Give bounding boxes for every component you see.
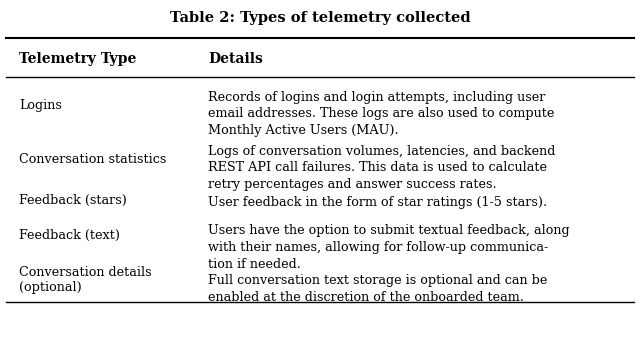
Text: Telemetry Type: Telemetry Type [19,52,136,66]
Text: Table 2: Types of telemetry collected: Table 2: Types of telemetry collected [170,11,470,25]
Text: Details: Details [208,52,263,66]
Text: Logs of conversation volumes, latencies, and backend
REST API call failures. Thi: Logs of conversation volumes, latencies,… [208,144,556,191]
Text: User feedback in the form of star ratings (1-5 stars).: User feedback in the form of star rating… [208,196,547,209]
Text: Full conversation text storage is optional and can be
enabled at the discretion : Full conversation text storage is option… [208,274,547,304]
Text: Logins: Logins [19,99,62,112]
Text: Records of logins and login attempts, including user
email addresses. These logs: Records of logins and login attempts, in… [208,90,554,137]
Text: Feedback (stars): Feedback (stars) [19,194,127,207]
Text: Conversation statistics: Conversation statistics [19,153,166,166]
Text: Feedback (text): Feedback (text) [19,229,120,242]
Text: Conversation details
(optional): Conversation details (optional) [19,266,152,294]
Text: Users have the option to submit textual feedback, along
with their names, allowi: Users have the option to submit textual … [208,225,570,271]
